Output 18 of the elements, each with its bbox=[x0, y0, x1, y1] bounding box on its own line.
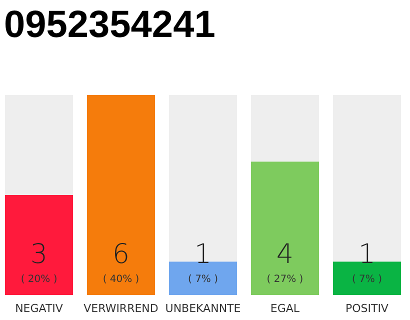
data-label: 3 bbox=[30, 239, 48, 270]
data-label: 1 bbox=[194, 239, 212, 270]
x-tick-label: NEGATIV bbox=[15, 302, 64, 315]
chart-title: 0952354241 bbox=[4, 4, 216, 46]
bar bbox=[168, 262, 238, 295]
data-label: 6 bbox=[112, 239, 130, 270]
annotation: ( 20% ) bbox=[20, 274, 58, 285]
annotation: ( 40% ) bbox=[102, 274, 140, 285]
bar bbox=[332, 262, 401, 295]
data-label: 4 bbox=[276, 239, 294, 270]
bar bbox=[86, 95, 156, 295]
annotation: ( 7% ) bbox=[352, 274, 382, 285]
annotation: ( 7% ) bbox=[188, 274, 218, 285]
x-tick-label: UNBEKANNTE bbox=[165, 302, 241, 315]
x-tick-label: POSITIV bbox=[345, 302, 389, 315]
annotation: ( 27% ) bbox=[266, 274, 304, 285]
x-tick-label: EGAL bbox=[270, 302, 300, 315]
x-tick-label: VERWIRREND bbox=[84, 302, 158, 315]
